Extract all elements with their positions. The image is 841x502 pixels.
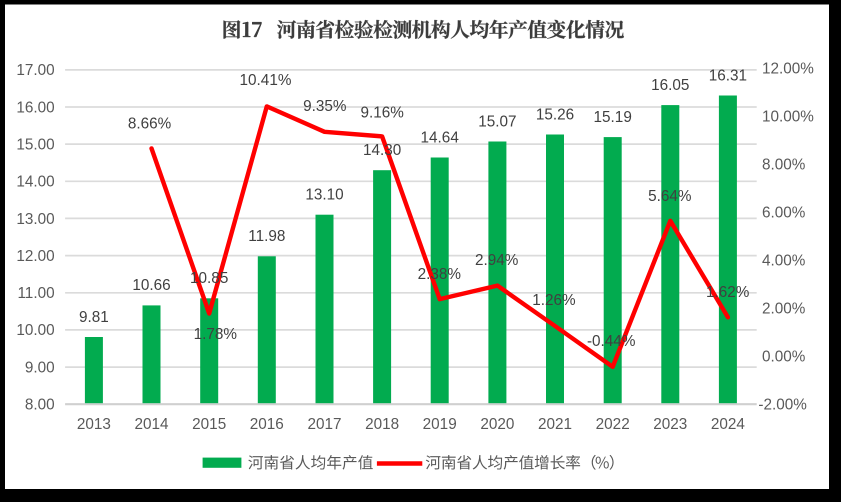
svg-text:12.00: 12.00: [16, 248, 54, 265]
svg-text:16.31: 16.31: [709, 67, 747, 84]
svg-text:2.00%: 2.00%: [762, 301, 806, 318]
svg-text:14.64: 14.64: [421, 129, 460, 146]
svg-text:2018: 2018: [365, 416, 399, 433]
svg-text:12.00%: 12.00%: [762, 61, 814, 78]
svg-text:2021: 2021: [538, 416, 572, 433]
svg-text:1.26%: 1.26%: [532, 292, 576, 309]
svg-text:2022: 2022: [596, 416, 630, 433]
svg-text:2023: 2023: [653, 416, 687, 433]
svg-text:2014: 2014: [134, 416, 169, 433]
svg-text:9.81: 9.81: [79, 309, 109, 326]
svg-text:5.64%: 5.64%: [648, 188, 692, 205]
svg-text:-2.00%: -2.00%: [758, 397, 807, 414]
svg-text:17.00: 17.00: [16, 62, 54, 79]
svg-text:15.19: 15.19: [594, 109, 632, 126]
svg-text:14.30: 14.30: [363, 142, 401, 159]
svg-text:2017: 2017: [307, 416, 341, 433]
svg-text:8.00: 8.00: [25, 397, 55, 414]
svg-text:14.00: 14.00: [16, 174, 54, 191]
svg-text:8.00%: 8.00%: [762, 157, 806, 174]
svg-text:-0.44%: -0.44%: [587, 333, 636, 350]
svg-text:15.00: 15.00: [16, 136, 54, 153]
svg-text:16.00: 16.00: [16, 99, 54, 116]
svg-text:1.78%: 1.78%: [194, 326, 238, 343]
svg-text:2016: 2016: [250, 416, 284, 433]
svg-text:13.10: 13.10: [305, 187, 343, 204]
svg-text:0.00%: 0.00%: [762, 349, 806, 366]
svg-text:16.05: 16.05: [651, 77, 689, 94]
svg-text:1.62%: 1.62%: [706, 284, 750, 301]
svg-text:9.35%: 9.35%: [303, 98, 347, 115]
svg-text:2015: 2015: [192, 416, 226, 433]
svg-text:9.00: 9.00: [25, 359, 55, 376]
svg-text:10.85: 10.85: [190, 270, 228, 287]
svg-text:2019: 2019: [423, 416, 457, 433]
svg-text:11.98: 11.98: [248, 228, 285, 245]
svg-text:2024: 2024: [711, 416, 746, 433]
svg-text:6.00%: 6.00%: [762, 205, 806, 222]
svg-text:10.66: 10.66: [132, 277, 170, 294]
svg-text:2.94%: 2.94%: [475, 252, 519, 269]
svg-text:10.00: 10.00: [16, 322, 54, 339]
svg-text:10.41%: 10.41%: [240, 72, 292, 89]
svg-text:15.26: 15.26: [536, 106, 574, 123]
svg-text:2020: 2020: [480, 416, 514, 433]
svg-text:8.66%: 8.66%: [128, 116, 172, 133]
svg-text:9.16%: 9.16%: [361, 104, 405, 121]
svg-text:10.00%: 10.00%: [762, 109, 814, 126]
svg-text:2013: 2013: [77, 416, 111, 433]
svg-text:4.00%: 4.00%: [762, 253, 806, 270]
svg-text:11.00: 11.00: [17, 285, 54, 302]
svg-text:2.38%: 2.38%: [418, 266, 462, 283]
svg-text:13.00: 13.00: [16, 211, 54, 228]
svg-text:15.07: 15.07: [478, 113, 516, 130]
